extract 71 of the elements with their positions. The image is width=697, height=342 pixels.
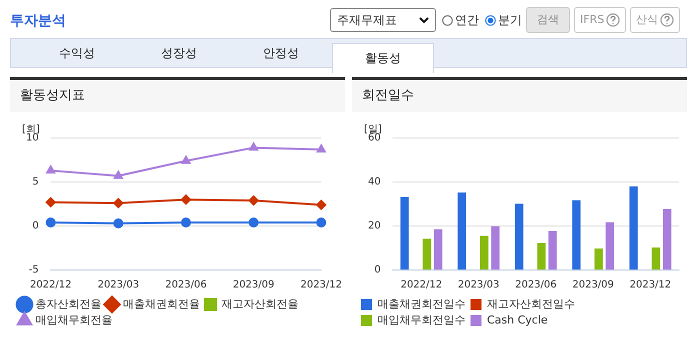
x-tick-label: 2023/12	[630, 280, 672, 291]
point	[113, 198, 124, 208]
point	[248, 195, 259, 206]
text: 산식	[630, 7, 680, 33]
chart-title: 회전일수	[352, 80, 687, 112]
x-tick-label: 2023/03	[98, 280, 140, 291]
legend-label: 매입채무회전율	[36, 313, 112, 326]
y-tick-label: 40	[368, 176, 381, 188]
bar	[400, 196, 409, 270]
bar	[652, 248, 660, 270]
y-tick-label: 60	[368, 132, 381, 144]
x-tick-label: 2023/09	[232, 280, 274, 291]
point	[46, 217, 56, 228]
bar	[514, 204, 524, 270]
text: 연간	[455, 12, 479, 28]
bar	[606, 222, 614, 270]
legend-label: 매출채권회전일수	[378, 297, 466, 310]
y-tick-label: 5	[32, 176, 39, 188]
y-tick-label: 20	[368, 220, 381, 232]
text: 주재무제표	[337, 12, 397, 28]
legend-label: 총자산회전율	[36, 297, 102, 310]
text: 안정성	[262, 45, 300, 62]
point	[316, 217, 326, 228]
bar	[662, 209, 672, 270]
legend-label: Cash Cycle	[487, 313, 548, 326]
bar	[537, 242, 546, 270]
legend-label: 재고자산회전율	[222, 297, 298, 310]
legend-label: 재고자산회전일수	[487, 297, 575, 310]
bar	[572, 200, 581, 270]
bar	[629, 186, 638, 270]
text: 분기	[498, 12, 522, 28]
text: 활동성	[332, 43, 434, 73]
x-tick-label: 2023/12	[300, 280, 342, 291]
point	[316, 200, 326, 210]
x-tick-label: 2023/06	[165, 280, 207, 291]
y-axis-title: [일]	[364, 123, 382, 135]
x-tick-label: 2023/03	[458, 280, 500, 291]
point	[182, 156, 190, 164]
y-tick-label: 0	[374, 264, 381, 276]
bar	[548, 231, 557, 270]
point	[46, 197, 56, 208]
point	[316, 144, 326, 152]
text: 성장성	[160, 45, 198, 62]
bar	[434, 229, 442, 270]
bar	[480, 236, 488, 270]
text: 검색	[526, 7, 570, 33]
x-tick-label: 2023/06	[515, 280, 557, 291]
bar	[491, 226, 500, 270]
chart-title: 활동성지표	[10, 80, 345, 112]
point	[114, 170, 123, 179]
bar	[422, 238, 432, 270]
point	[248, 217, 259, 228]
x-tick-label: 2022/12	[30, 280, 72, 291]
point	[113, 218, 124, 228]
legend-label: 매입채무회전일수	[378, 313, 466, 326]
y-tick-label: 10	[26, 132, 39, 144]
point	[180, 217, 191, 228]
point	[249, 142, 258, 151]
y-axis-title: [회]	[22, 123, 40, 135]
x-tick-label: 2022/12	[400, 280, 442, 291]
bar	[594, 248, 603, 270]
legend-label: 매출채권회전율	[123, 297, 200, 310]
text: 투자분석	[10, 12, 66, 30]
y-tick-label: 0	[32, 220, 39, 232]
point	[46, 166, 56, 174]
bar	[458, 192, 466, 270]
text: IFRS	[574, 7, 626, 33]
text: 수익성	[58, 45, 96, 62]
y-tick-label: -5	[28, 264, 39, 276]
x-tick-label: 2023/09	[572, 280, 614, 291]
point	[180, 194, 191, 205]
